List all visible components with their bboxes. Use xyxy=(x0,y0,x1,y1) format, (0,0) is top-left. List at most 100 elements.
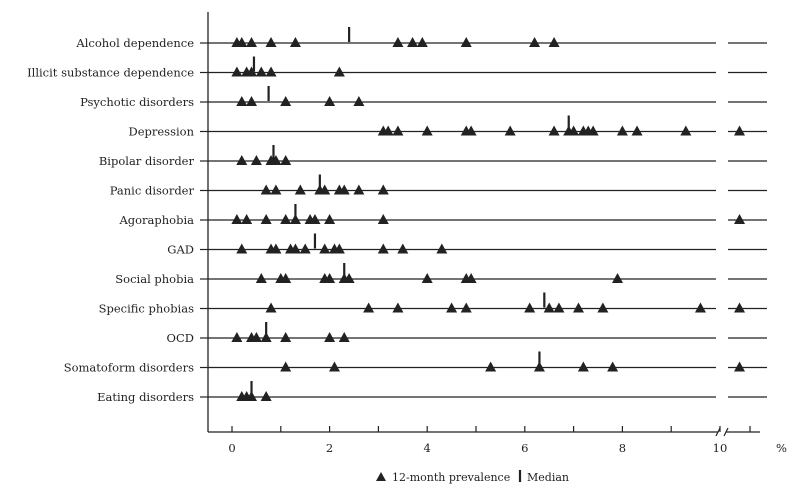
prevalence-marker xyxy=(338,332,350,342)
prevalence-marker xyxy=(694,302,706,313)
prevalence-marker xyxy=(421,273,433,283)
axis-break-mark xyxy=(715,427,721,437)
prevalence-marker xyxy=(353,184,365,195)
category-row: Depression xyxy=(128,115,767,139)
x-axis: 0 2 4 6 8 10% xyxy=(207,12,787,455)
prevalence-marker xyxy=(280,361,292,372)
prevalence-marker xyxy=(548,37,560,47)
prevalence-marker xyxy=(231,66,243,77)
prevalence-marker xyxy=(416,37,428,47)
prevalence-marker xyxy=(377,214,389,224)
prevalence-marker xyxy=(236,96,248,106)
x-tick-label: 10 xyxy=(713,441,728,455)
category-row: Specific phobias xyxy=(99,292,767,316)
x-tick-label: 0 xyxy=(228,441,235,455)
prevalence-marker xyxy=(577,361,589,372)
prevalence-marker xyxy=(236,155,248,165)
category-row: Eating disorders xyxy=(97,381,767,404)
prevalence-marker xyxy=(553,302,565,313)
axis-break-mark xyxy=(723,427,729,437)
prevalence-marker xyxy=(392,125,404,136)
prevalence-marker xyxy=(260,391,272,401)
prevalence-marker xyxy=(543,302,555,313)
category-label: Bipolar disorder xyxy=(99,154,195,168)
category-label: Agoraphobia xyxy=(118,213,194,227)
prevalence-marker xyxy=(524,302,536,313)
prevalence-marker xyxy=(294,184,306,195)
prevalence-marker xyxy=(377,243,389,254)
category-label: Specific phobias xyxy=(99,302,195,316)
category-row: Panic disorder xyxy=(110,174,767,198)
prevalence-marker xyxy=(407,37,419,47)
prevalence-marker xyxy=(231,332,243,342)
x-tick-label: 6 xyxy=(521,441,528,455)
prevalence-marker xyxy=(734,125,746,136)
prevalence-marker xyxy=(382,125,394,136)
prevalence-marker xyxy=(587,125,599,136)
prevalence-marker xyxy=(680,125,692,136)
prevalence-marker xyxy=(324,332,336,342)
prevalence-marker xyxy=(324,273,336,283)
prevalence-marker xyxy=(280,96,292,106)
prevalence-marker xyxy=(265,37,277,47)
prevalence-marker xyxy=(529,37,541,47)
prevalence-marker xyxy=(280,332,292,342)
x-tick-label: 2 xyxy=(326,441,333,455)
category-row: Illicit substance dependence xyxy=(27,56,767,80)
x-tick-label: 8 xyxy=(619,441,626,455)
category-row: Agoraphobia xyxy=(118,204,767,227)
prevalence-marker xyxy=(607,361,619,372)
prevalence-marker xyxy=(460,37,472,47)
prevalence-marker xyxy=(504,125,516,136)
prevalence-marker xyxy=(421,125,433,136)
category-row: GAD xyxy=(167,233,767,257)
prevalence-marker xyxy=(289,37,301,47)
prevalence-marker xyxy=(392,37,404,47)
category-label: Alcohol dependence xyxy=(75,36,194,50)
category-label: Eating disorders xyxy=(97,390,194,404)
prevalence-marker xyxy=(236,243,248,254)
prevalence-marker xyxy=(241,214,253,224)
prevalence-marker xyxy=(270,184,282,195)
category-row: Social phobia xyxy=(115,263,767,286)
category-row: Somatoform disorders xyxy=(64,351,767,375)
prevalence-marker xyxy=(446,302,458,313)
prevalence-marker xyxy=(299,243,311,254)
x-unit-label: % xyxy=(776,441,787,455)
prevalence-marker xyxy=(246,66,258,77)
category-label: GAD xyxy=(167,243,194,257)
prevalence-marker xyxy=(343,273,355,283)
prevalence-marker xyxy=(333,66,345,77)
prevalence-marker xyxy=(353,96,365,106)
prevalence-marker xyxy=(265,66,277,77)
prevalence-marker xyxy=(270,155,282,165)
prevalence-marker xyxy=(631,125,643,136)
category-row: Psychotic disorders xyxy=(80,86,767,109)
prevalence-marker xyxy=(255,66,267,77)
prevalence-marker xyxy=(548,125,560,136)
prevalence-marker xyxy=(734,214,746,224)
x-tick-label: 4 xyxy=(424,441,431,455)
prevalence-marker xyxy=(616,125,628,136)
prevalence-marker xyxy=(255,273,267,283)
category-label: Panic disorder xyxy=(110,184,195,198)
prevalence-marker xyxy=(612,273,624,283)
prevalence-marker xyxy=(231,214,243,224)
prevalence-marker xyxy=(260,184,272,195)
prevalence-marker xyxy=(734,361,746,372)
prevalence-marker xyxy=(270,243,282,254)
category-label: Social phobia xyxy=(115,272,194,286)
category-row: Alcohol dependence xyxy=(75,27,767,50)
legend: 12-month prevalence Median xyxy=(376,470,569,484)
prevalence-marker xyxy=(246,96,258,106)
prevalence-marker xyxy=(250,332,262,342)
prevalence-marker xyxy=(734,302,746,313)
category-label: Somatoform disorders xyxy=(64,361,194,375)
prevalence-marker xyxy=(309,214,321,224)
legend-median-label: Median xyxy=(527,471,569,484)
prevalence-marker xyxy=(236,37,248,47)
prevalence-marker xyxy=(265,302,277,313)
prevalence-marker xyxy=(436,243,448,254)
prevalence-marker xyxy=(280,155,292,165)
